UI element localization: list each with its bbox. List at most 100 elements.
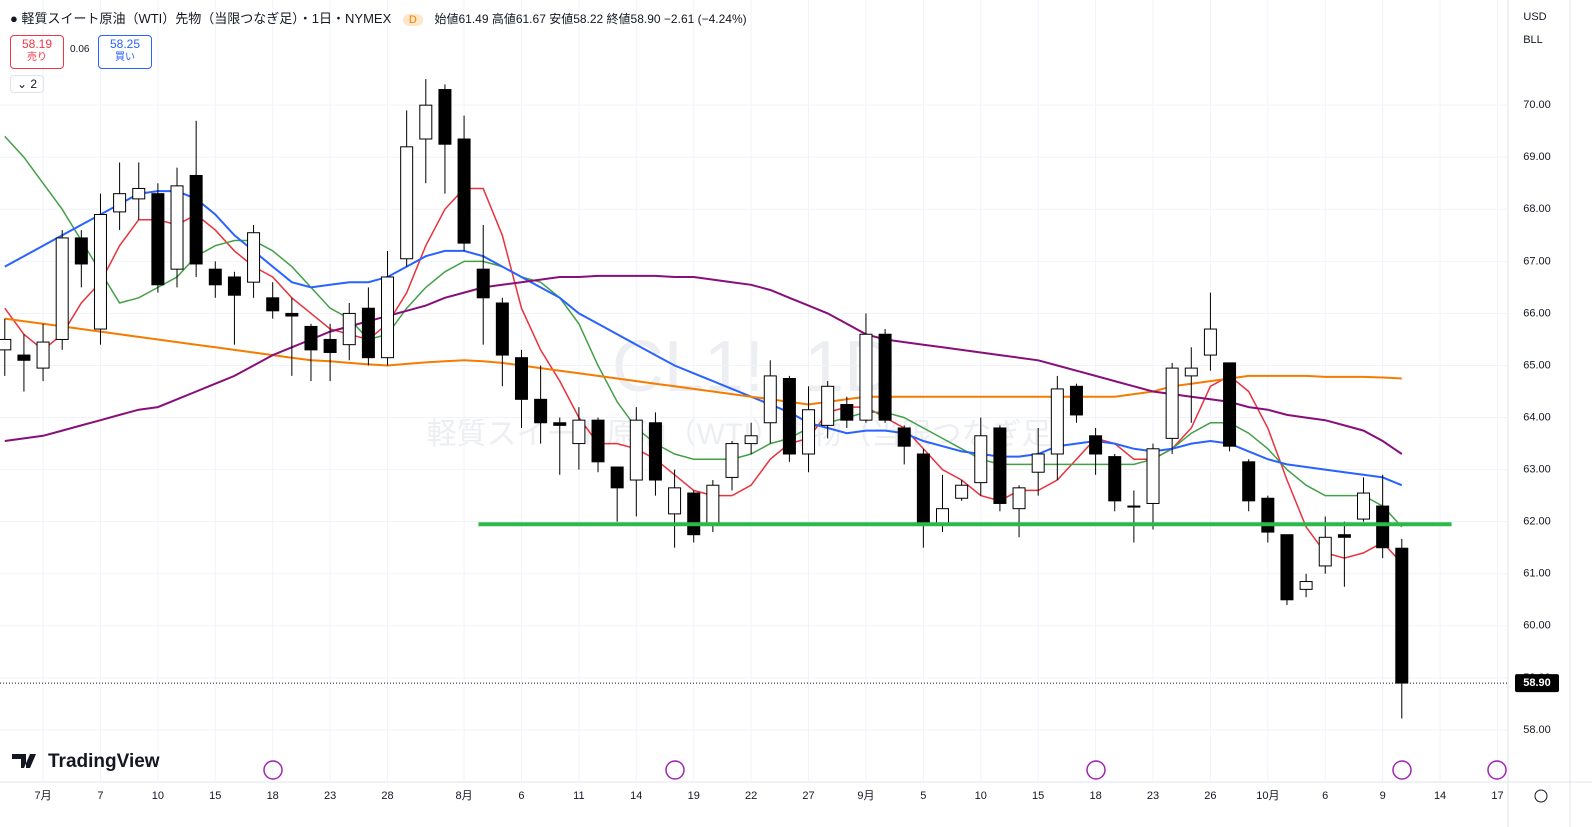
sell-button[interactable]: 58.19 売り bbox=[10, 35, 64, 69]
y-tick-label: 65.00 bbox=[1523, 359, 1551, 371]
spread: 0.06 bbox=[70, 44, 90, 55]
x-tick-label: 7月 bbox=[34, 790, 51, 802]
candle-body bbox=[55, 237, 69, 340]
candle-body bbox=[93, 214, 107, 330]
candle-body bbox=[572, 419, 586, 445]
candle-body bbox=[1089, 435, 1103, 455]
ohlc: 始値61.49 高値61.67 安値58.22 終値58.90 −2.61 (−… bbox=[434, 12, 747, 26]
candle-body bbox=[897, 427, 911, 447]
buy-label: 買い bbox=[115, 52, 135, 63]
y-tick-label: 58.00 bbox=[1523, 724, 1551, 736]
x-tick-label: 26 bbox=[1204, 790, 1216, 802]
y-tick-label: 70.00 bbox=[1523, 99, 1551, 111]
x-tick-label: 18 bbox=[267, 790, 279, 802]
candle-body bbox=[17, 354, 31, 361]
x-tick-label: 6 bbox=[1322, 790, 1328, 802]
candle-body bbox=[189, 174, 203, 265]
indicator-count: 2 bbox=[30, 77, 38, 91]
sell-label: 売り bbox=[27, 52, 47, 63]
x-tick-label: 27 bbox=[802, 790, 814, 802]
candle-body bbox=[0, 338, 12, 351]
logo-text: TradingView bbox=[48, 751, 160, 772]
candle-body bbox=[878, 333, 892, 421]
candle-body bbox=[1203, 328, 1217, 356]
candle-body bbox=[955, 484, 969, 499]
currency[interactable]: USD bbox=[1523, 11, 1546, 23]
candle-body bbox=[1395, 547, 1409, 684]
y-tick-label: 69.00 bbox=[1523, 151, 1551, 163]
candle-body bbox=[1223, 362, 1237, 447]
y-tick-label: 66.00 bbox=[1523, 307, 1551, 319]
candle-body bbox=[381, 276, 395, 359]
unit[interactable]: BLL bbox=[1523, 34, 1543, 46]
x-tick-label: 15 bbox=[209, 790, 221, 802]
x-tick-label: 10月 bbox=[1256, 790, 1279, 802]
candle-body bbox=[304, 325, 318, 351]
candle-body bbox=[1357, 492, 1371, 520]
candle-body bbox=[1242, 461, 1256, 502]
candle-body bbox=[744, 435, 758, 445]
candle-body bbox=[1184, 367, 1198, 377]
candle-body bbox=[208, 268, 222, 286]
candle-body bbox=[859, 333, 873, 421]
candle-body bbox=[629, 419, 643, 481]
candle-body bbox=[974, 435, 988, 484]
candle-body bbox=[1165, 367, 1179, 439]
candle-body bbox=[1299, 581, 1313, 590]
candle-body bbox=[993, 427, 1007, 504]
candle-body bbox=[591, 419, 605, 463]
x-tick-label: 9 bbox=[1380, 790, 1386, 802]
moving-average-line bbox=[4, 135, 1403, 528]
candle-body bbox=[668, 487, 682, 515]
candle-body bbox=[227, 276, 241, 296]
candle-body bbox=[1318, 536, 1332, 567]
x-tick-label: 8月 bbox=[456, 790, 473, 802]
candle-body bbox=[476, 268, 490, 299]
x-tick-label: 18 bbox=[1089, 790, 1101, 802]
candle-body bbox=[170, 185, 184, 270]
candle-body bbox=[648, 422, 662, 481]
candle-body bbox=[266, 297, 280, 312]
candle-body bbox=[553, 422, 567, 426]
candle-body bbox=[1069, 385, 1083, 416]
candle-body bbox=[323, 338, 337, 353]
x-tick-label: 23 bbox=[324, 790, 336, 802]
badge[interactable]: D bbox=[402, 14, 423, 26]
x-tick-label: 17 bbox=[1491, 790, 1503, 802]
candle-body bbox=[763, 375, 777, 424]
y-tick-label: 64.00 bbox=[1523, 411, 1551, 423]
x-tick-label: 10 bbox=[152, 790, 164, 802]
x-tick-label: 5 bbox=[920, 790, 926, 802]
candle-body bbox=[438, 89, 452, 145]
candle-body bbox=[782, 378, 796, 455]
symbol-title: ● 軽質スイート原油（WTI）先物（当限つなぎ足）・1日・NYMEX D 始値6… bbox=[10, 11, 747, 26]
title: 軽質スイート原油（WTI）先物（当限つなぎ足）・1日・NYMEX bbox=[21, 11, 392, 26]
candle-body bbox=[936, 508, 949, 525]
candle-body bbox=[610, 466, 624, 489]
settings-icon[interactable] bbox=[1534, 789, 1548, 803]
last-price-box bbox=[1515, 674, 1559, 693]
candle-body bbox=[419, 104, 433, 140]
candle-body bbox=[514, 357, 528, 400]
candle-body bbox=[74, 237, 88, 265]
x-tick-label: 19 bbox=[688, 790, 700, 802]
candle-body bbox=[706, 484, 720, 525]
x-tick-label: 9月 bbox=[857, 790, 874, 802]
candle-body bbox=[342, 312, 356, 346]
moving-average-line bbox=[4, 190, 1403, 487]
x-tick-label: 7 bbox=[97, 790, 103, 802]
candle-body bbox=[400, 146, 414, 260]
sell-price: 58.19 bbox=[21, 37, 53, 51]
candle-body bbox=[916, 453, 930, 525]
x-tick-label: 14 bbox=[1434, 790, 1446, 802]
candle-body bbox=[457, 138, 471, 244]
event-icons[interactable] bbox=[263, 760, 1507, 780]
candle-body bbox=[247, 232, 261, 283]
buy-button[interactable]: 58.25 買い bbox=[98, 35, 152, 69]
candle-body bbox=[1031, 453, 1045, 473]
x-tick-label: 22 bbox=[745, 790, 757, 802]
candle-body bbox=[1280, 534, 1294, 601]
indicator-toggle[interactable]: ⌄ 2 bbox=[10, 75, 45, 93]
